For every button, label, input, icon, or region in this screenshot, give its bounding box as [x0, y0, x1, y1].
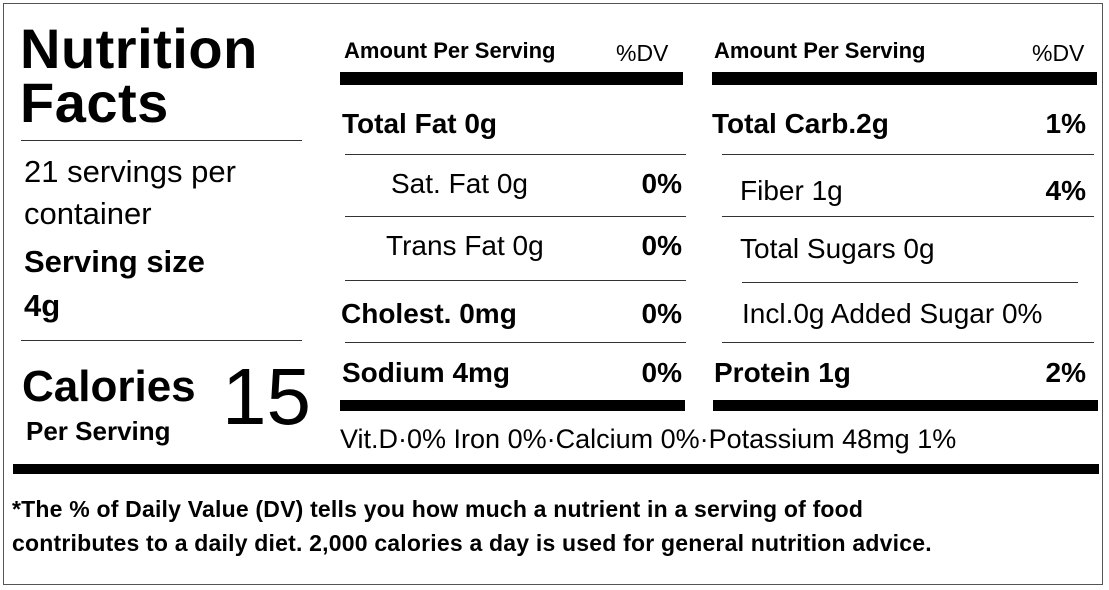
- row-protein: Protein 1g: [714, 357, 851, 388]
- row-cholesterol-dv: 0%: [641, 298, 682, 329]
- title-line-1: Nutrition: [20, 17, 258, 80]
- serving-size-value: 4g: [24, 288, 61, 323]
- divider: [345, 154, 686, 155]
- divider: [722, 216, 1094, 217]
- divider: [722, 342, 1094, 343]
- row-cholesterol: Cholest. 0mg: [341, 298, 517, 329]
- right-header-amount: Amount Per Serving: [714, 38, 926, 63]
- divider-title: [21, 140, 302, 141]
- calories-value: 15: [222, 352, 311, 441]
- divider-serving: [21, 340, 302, 341]
- divider: [345, 216, 686, 217]
- footnote-line-2: contributes to a daily diet. 2,000 calor…: [12, 530, 932, 556]
- divider: [345, 280, 686, 281]
- calories-label: Calories: [22, 362, 196, 411]
- row-fiber-dv: 4%: [1045, 175, 1086, 206]
- row-fiber: Fiber 1g: [740, 175, 843, 206]
- divider: [722, 154, 1094, 155]
- row-protein-dv: 2%: [1045, 357, 1086, 388]
- right-header-bar: [712, 72, 1097, 85]
- right-header-dv: %DV: [1032, 40, 1085, 66]
- row-total-carb-dv: 1%: [1045, 108, 1086, 139]
- row-sat-fat: Sat. Fat 0g: [391, 168, 528, 199]
- row-total-fat: Total Fat 0g: [342, 108, 498, 139]
- right-bottom-bar: [713, 400, 1098, 411]
- left-bottom-bar: [340, 400, 685, 411]
- left-header-dv: %DV: [616, 40, 669, 66]
- left-header-amount: Amount Per Serving: [344, 38, 556, 63]
- row-sodium: Sodium 4mg: [342, 357, 511, 388]
- footnote-line-1: *The % of Daily Value (DV) tells you how…: [12, 496, 864, 522]
- row-total-carb: Total Carb.2g: [712, 108, 889, 139]
- servings-line-1: 21 servings per: [24, 154, 236, 189]
- left-header-bar: [340, 72, 683, 85]
- row-trans-fat: Trans Fat 0g: [386, 230, 544, 261]
- vitamins-line: Vit.D·0% Iron 0%·Calcium 0%·Potassium 48…: [340, 424, 957, 454]
- divider: [345, 342, 686, 343]
- calories-sub: Per Serving: [26, 416, 171, 446]
- divider: [742, 282, 1078, 283]
- row-trans-fat-dv: 0%: [641, 230, 682, 261]
- nutrition-label: [3, 3, 1103, 585]
- title-line-2: Facts: [20, 71, 169, 134]
- row-total-sugars: Total Sugars 0g: [740, 233, 935, 264]
- footnote-bar: [13, 464, 1099, 474]
- row-sat-fat-dv: 0%: [641, 168, 682, 199]
- row-sodium-dv: 0%: [641, 357, 682, 388]
- servings-line-2: container: [24, 196, 152, 231]
- row-added-sugar: Incl.0g Added Sugar 0%: [742, 298, 1043, 329]
- serving-size-label: Serving size: [24, 244, 205, 279]
